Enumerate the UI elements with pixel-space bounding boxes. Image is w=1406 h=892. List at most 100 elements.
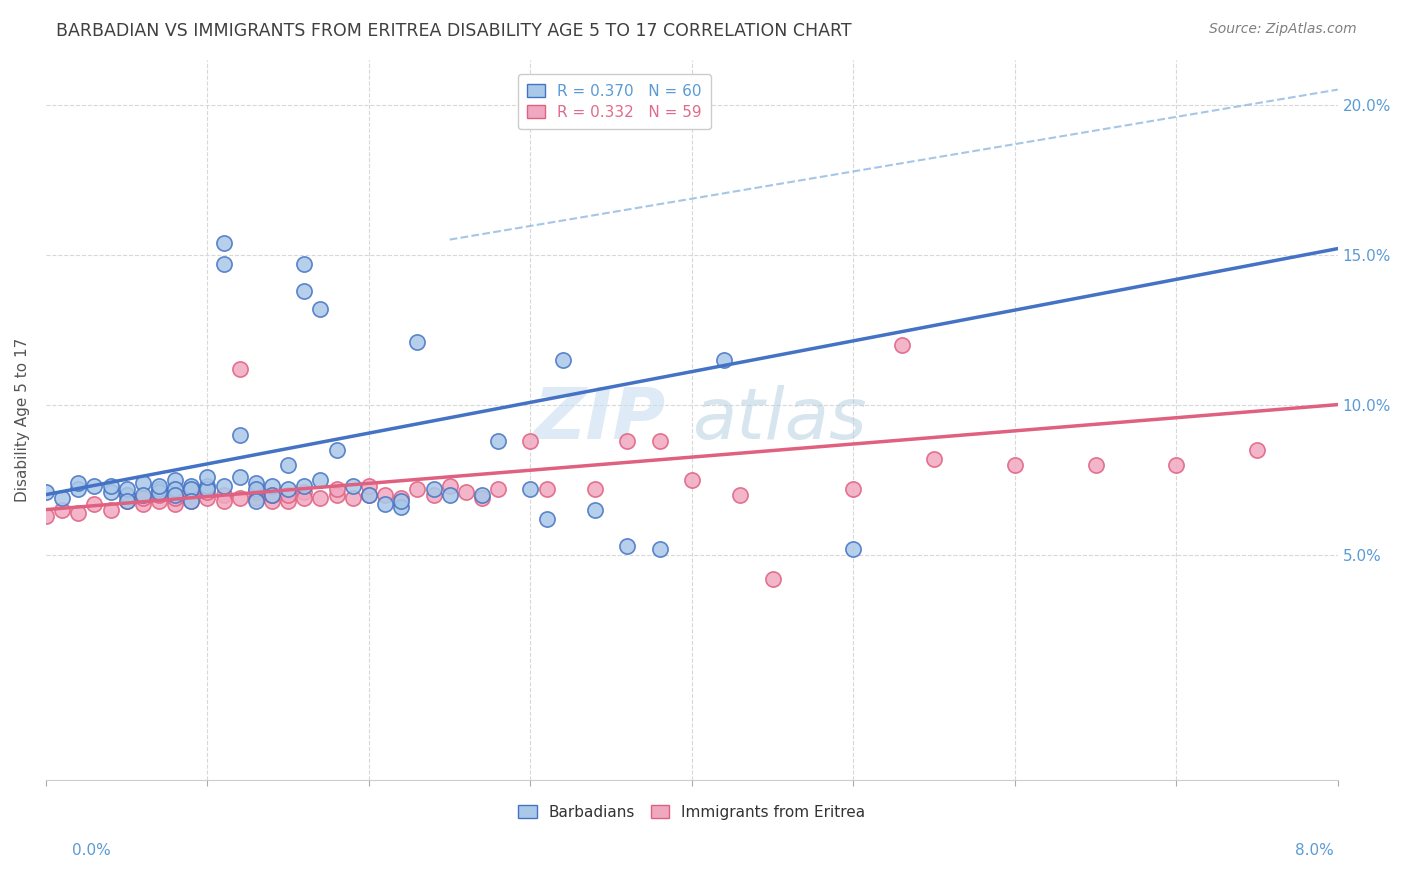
Y-axis label: Disability Age 5 to 17: Disability Age 5 to 17 — [15, 337, 30, 501]
Text: ZIP: ZIP — [534, 385, 666, 454]
Point — [100, 502, 122, 516]
Point — [1246, 442, 1268, 457]
Point — [1004, 458, 1026, 472]
Point — [357, 487, 380, 501]
Point — [245, 493, 267, 508]
Point — [292, 484, 315, 499]
Point — [309, 301, 332, 316]
Point — [357, 487, 380, 501]
Point — [165, 491, 187, 505]
Point — [486, 482, 509, 496]
Point — [842, 541, 865, 556]
Point — [245, 482, 267, 496]
Point — [115, 493, 138, 508]
Point — [212, 478, 235, 492]
Point — [229, 361, 252, 376]
Point — [212, 257, 235, 271]
Point — [67, 475, 90, 490]
Point — [245, 475, 267, 490]
Point — [132, 487, 155, 501]
Point — [229, 469, 252, 483]
Point — [148, 478, 170, 492]
Point — [389, 491, 412, 505]
Point — [100, 478, 122, 492]
Point — [277, 458, 299, 472]
Point — [35, 508, 58, 523]
Text: Source: ZipAtlas.com: Source: ZipAtlas.com — [1209, 22, 1357, 37]
Point — [325, 442, 347, 457]
Point — [583, 502, 606, 516]
Point — [260, 478, 283, 492]
Point — [762, 572, 785, 586]
Point — [292, 284, 315, 298]
Point — [180, 493, 202, 508]
Point — [422, 482, 444, 496]
Point — [536, 511, 558, 525]
Point — [165, 487, 187, 501]
Text: BARBADIAN VS IMMIGRANTS FROM ERITREA DISABILITY AGE 5 TO 17 CORRELATION CHART: BARBADIAN VS IMMIGRANTS FROM ERITREA DIS… — [56, 22, 852, 40]
Point — [454, 484, 477, 499]
Point — [648, 434, 671, 448]
Point — [132, 497, 155, 511]
Point — [260, 487, 283, 501]
Point — [148, 482, 170, 496]
Point — [148, 493, 170, 508]
Point — [197, 482, 219, 496]
Point — [197, 491, 219, 505]
Point — [325, 482, 347, 496]
Point — [309, 491, 332, 505]
Point — [583, 482, 606, 496]
Point — [212, 235, 235, 250]
Point — [51, 502, 73, 516]
Point — [439, 487, 461, 501]
Point — [132, 491, 155, 505]
Point — [439, 478, 461, 492]
Point — [292, 257, 315, 271]
Point — [83, 497, 105, 511]
Point — [471, 487, 494, 501]
Point — [292, 491, 315, 505]
Point — [245, 484, 267, 499]
Point — [180, 478, 202, 492]
Point — [406, 334, 429, 349]
Point — [890, 337, 912, 351]
Point — [842, 482, 865, 496]
Point — [132, 475, 155, 490]
Point — [260, 493, 283, 508]
Point — [471, 491, 494, 505]
Point — [180, 482, 202, 496]
Point — [115, 487, 138, 501]
Point — [180, 493, 202, 508]
Point — [67, 506, 90, 520]
Point — [536, 482, 558, 496]
Legend: Barbadians, Immigrants from Eritrea: Barbadians, Immigrants from Eritrea — [512, 798, 872, 826]
Point — [148, 487, 170, 501]
Point — [389, 500, 412, 514]
Point — [115, 493, 138, 508]
Point — [551, 352, 574, 367]
Point — [115, 482, 138, 496]
Point — [180, 487, 202, 501]
Point — [51, 491, 73, 505]
Point — [486, 434, 509, 448]
Point — [389, 493, 412, 508]
Point — [165, 497, 187, 511]
Point — [212, 493, 235, 508]
Point — [422, 487, 444, 501]
Point — [730, 487, 752, 501]
Text: 0.0%: 0.0% — [72, 843, 111, 858]
Point — [165, 482, 187, 496]
Point — [180, 482, 202, 496]
Point — [713, 352, 735, 367]
Point — [83, 478, 105, 492]
Point — [165, 473, 187, 487]
Point — [342, 478, 364, 492]
Point — [357, 478, 380, 492]
Point — [212, 487, 235, 501]
Point — [229, 491, 252, 505]
Point — [197, 478, 219, 492]
Point — [309, 473, 332, 487]
Point — [115, 487, 138, 501]
Point — [1084, 458, 1107, 472]
Point — [616, 539, 638, 553]
